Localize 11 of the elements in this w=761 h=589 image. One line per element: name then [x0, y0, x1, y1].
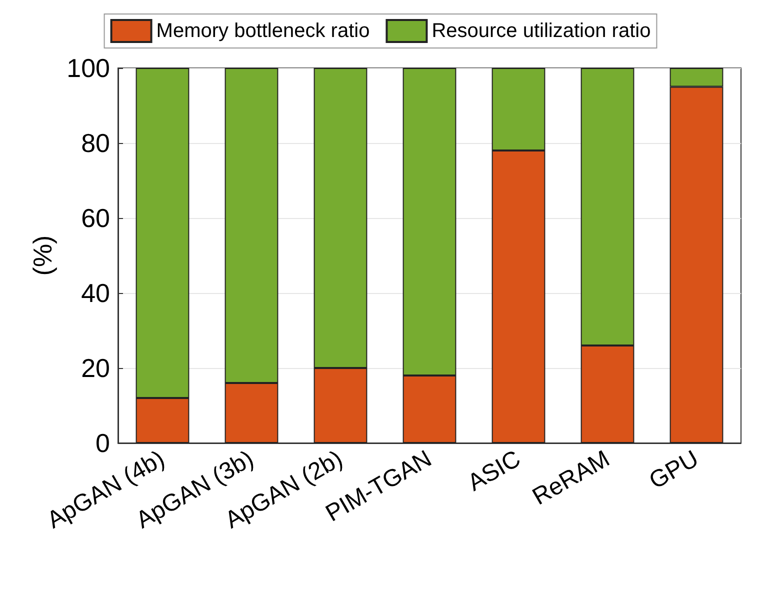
y-tick-label: 80 [81, 128, 110, 158]
legend-label: Resource utilization ratio [432, 20, 651, 42]
legend-label: Memory bottleneck ratio [156, 20, 370, 42]
x-tick-label: ASIC [463, 445, 526, 497]
y-axis-title: (%) [28, 235, 58, 276]
y-tick-label: 40 [81, 278, 110, 308]
y-tick-label: 100 [66, 53, 110, 83]
y-tick-label: 0 [96, 428, 110, 458]
y-tick-label: 20 [81, 353, 110, 383]
y-tick-label: 60 [81, 203, 110, 233]
x-tick-label: GPU [644, 445, 704, 495]
